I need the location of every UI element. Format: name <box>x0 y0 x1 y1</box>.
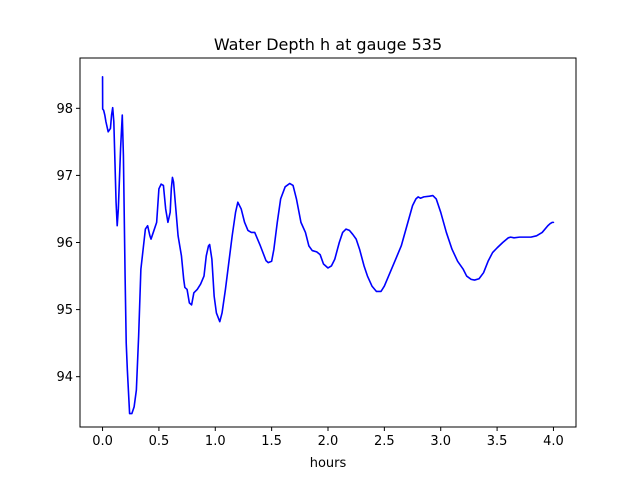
plot-area: 0.0 0.5 1.0 1.5 2.0 2.5 3.0 3.5 4.0 94 95 96 97 98 <box>56 57 577 449</box>
y-tick-label: 94 <box>56 370 73 385</box>
x-tick-label: 3.5 <box>487 434 508 449</box>
x-tick-label: 1.0 <box>205 434 226 449</box>
x-tick-label: 0.0 <box>92 434 113 449</box>
x-axis-label: hours <box>310 456 347 471</box>
y-tick-label: 96 <box>56 236 73 251</box>
chart-title: Water Depth h at gauge 535 <box>214 35 442 54</box>
y-tick-label: 97 <box>56 169 73 184</box>
x-tick-label: 1.5 <box>261 434 282 449</box>
y-tick-label: 95 <box>56 303 73 318</box>
series-line-1 <box>101 75 555 415</box>
x-tick-label: 2.5 <box>374 434 395 449</box>
x-tick-label: 3.0 <box>430 434 451 449</box>
y-tick-label: 98 <box>56 102 73 117</box>
x-tick-label: 2.0 <box>318 434 339 449</box>
x-tick-label: 4.0 <box>543 434 564 449</box>
x-tick-label: 0.5 <box>149 434 170 449</box>
